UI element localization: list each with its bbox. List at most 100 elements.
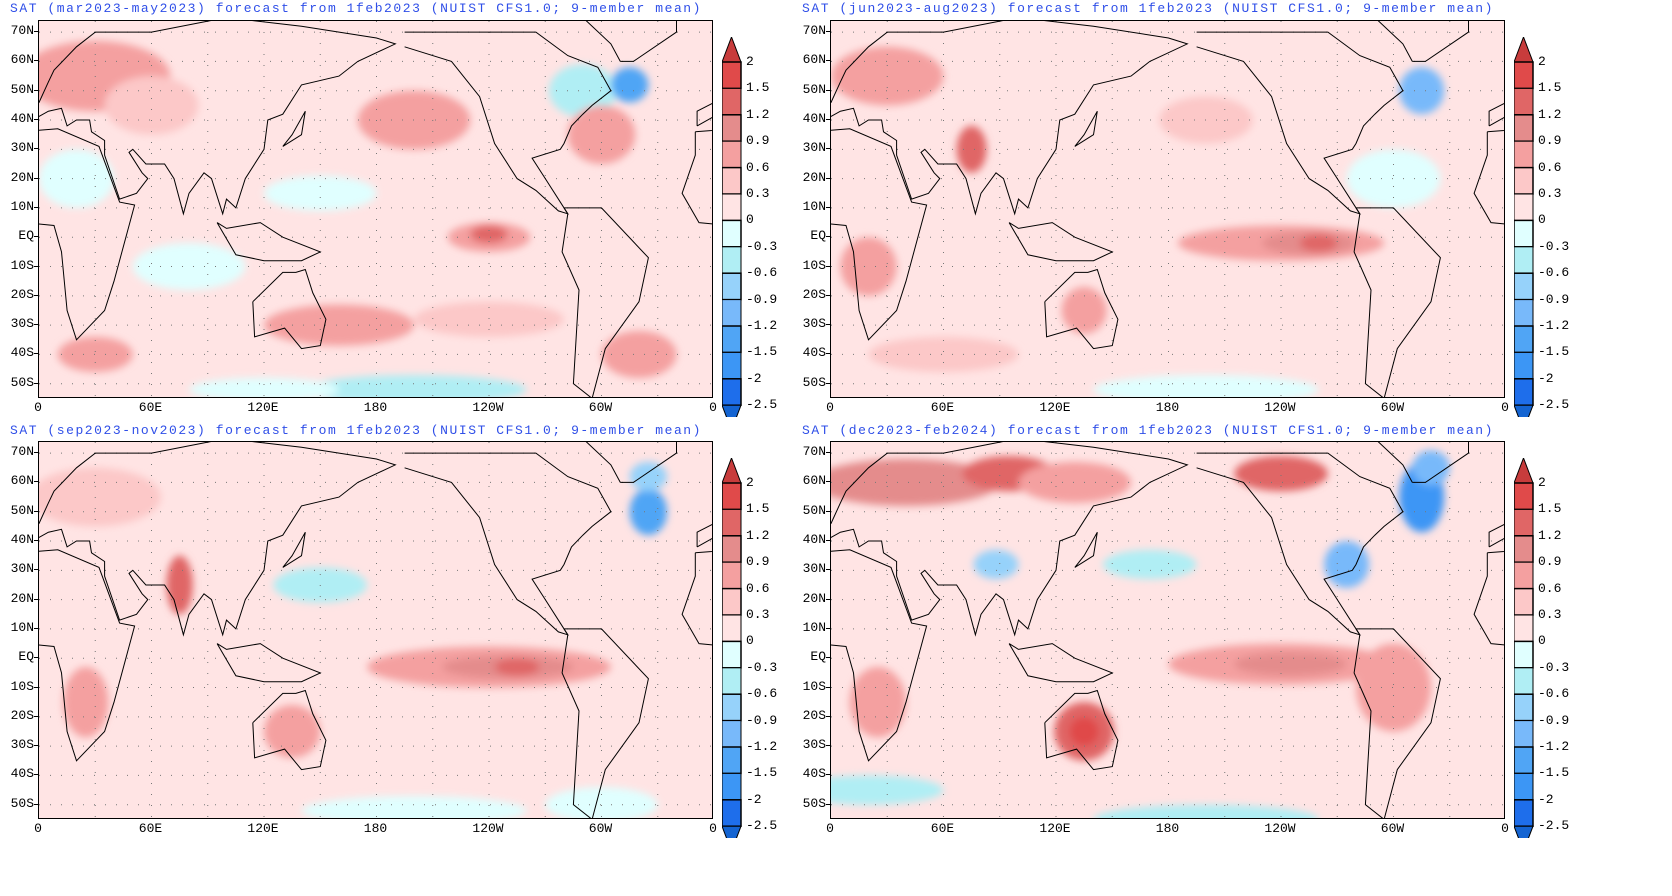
colorbar-label: -0.9 <box>1538 291 1570 307</box>
colorbar-label: -2.5 <box>746 818 778 834</box>
anomaly-region <box>494 658 540 676</box>
temperature-anomaly-map <box>830 20 1505 398</box>
longitude-label: 0 <box>1501 400 1509 415</box>
latitude-tick <box>34 715 38 717</box>
anomaly-region <box>1356 643 1431 732</box>
coastline <box>561 628 649 818</box>
coastline <box>216 222 322 262</box>
latitude-tick <box>826 294 830 296</box>
anomaly-region <box>956 125 987 173</box>
coastline <box>39 442 397 637</box>
coastline <box>1488 102 1504 127</box>
coastline <box>1488 523 1504 548</box>
latitude-label: EQ <box>810 649 826 665</box>
latitude-label: EQ <box>18 228 34 244</box>
colorbar-label: -1.5 <box>746 344 778 360</box>
anomaly-region <box>1093 374 1319 397</box>
colorbar-swatch <box>722 799 742 827</box>
latitude-tick <box>826 206 830 208</box>
latitude-label: 20N <box>10 169 34 185</box>
colorbar-swatch <box>722 772 742 801</box>
latitude-label: 70N <box>802 444 826 460</box>
colorbar-swatch <box>1514 693 1534 722</box>
latitude-tick <box>826 569 830 571</box>
latitude-tick <box>34 324 38 326</box>
colorbar-swatch <box>1514 272 1534 301</box>
coastline <box>696 523 712 548</box>
coastline <box>282 110 306 147</box>
anomaly-region <box>549 64 617 118</box>
colorbar-min-arrow <box>1514 404 1534 417</box>
latitude-label: 40N <box>10 532 34 548</box>
coastline <box>1377 21 1469 62</box>
latitude-tick <box>34 206 38 208</box>
colorbar-label: 1.2 <box>746 106 770 122</box>
anomaly-region <box>1102 549 1197 580</box>
latitude-tick <box>34 119 38 121</box>
latitude-tick <box>34 31 38 33</box>
anomaly-region <box>273 567 368 603</box>
coastline <box>1008 222 1114 262</box>
latitude-label: 10S <box>802 678 826 694</box>
latitude-tick <box>826 540 830 542</box>
colorbar <box>722 37 742 417</box>
longitude-label: 120W <box>472 400 504 415</box>
latitude-tick <box>34 481 38 483</box>
latitude-tick <box>34 236 38 238</box>
latitude-tick <box>826 627 830 629</box>
anomaly-region <box>57 336 133 373</box>
colorbar-label: -2 <box>1538 370 1554 386</box>
colorbar-max-arrow <box>1514 37 1534 63</box>
coastline <box>1044 689 1119 771</box>
colorbar-swatch <box>1514 508 1534 537</box>
colorbar-swatch <box>1514 299 1534 327</box>
anomaly-region <box>1412 450 1450 486</box>
latitude-tick <box>34 452 38 454</box>
anomaly-region <box>1094 804 1318 818</box>
colorbar-swatch <box>1514 140 1534 169</box>
coastline <box>216 643 322 683</box>
colorbar-swatch <box>1514 799 1534 827</box>
latitude-label: 60N <box>802 52 826 68</box>
colorbar-swatch <box>1514 193 1534 221</box>
coastline <box>1353 207 1441 397</box>
longitude-label: 60W <box>1380 821 1405 836</box>
colorbar-swatch <box>722 351 742 380</box>
latitude-tick <box>34 627 38 629</box>
colorbar-swatch <box>722 219 742 248</box>
latitude-label: 50S <box>802 374 826 390</box>
colorbar-label: 0 <box>1538 212 1546 228</box>
anomaly-region <box>545 787 658 818</box>
latitude-tick <box>34 60 38 62</box>
anomaly-region <box>301 374 527 397</box>
latitude-label: 30N <box>802 561 826 577</box>
longitude-label: 0 <box>826 400 834 415</box>
coastline <box>681 550 712 646</box>
colorbar-label: 0.6 <box>746 159 770 175</box>
colorbar-swatch <box>722 272 742 301</box>
colorbar-min-arrow <box>722 404 742 417</box>
colorbar-swatch <box>1514 219 1534 248</box>
longitude-label: 120E <box>1039 821 1071 836</box>
colorbar-swatch <box>722 508 742 537</box>
colorbar-swatch <box>722 720 742 748</box>
colorbar-swatch <box>722 614 742 642</box>
longitude-label: 180 <box>1155 821 1180 836</box>
colorbar-swatch <box>722 114 742 142</box>
latitude-tick <box>826 686 830 688</box>
panel-title: SAT (sep2023-nov2023) forecast from 1feb… <box>10 423 702 438</box>
latitude-label: 50N <box>10 502 34 518</box>
latitude-tick <box>34 294 38 296</box>
latitude-label: 40N <box>802 532 826 548</box>
colorbar-label: 2 <box>746 54 754 69</box>
colorbar-swatch <box>1514 166 1534 195</box>
colorbar-label: -0.6 <box>746 265 778 281</box>
colorbar-swatch <box>722 640 742 669</box>
colorbar-label: 0 <box>1538 633 1546 649</box>
latitude-tick <box>826 598 830 600</box>
longitude-label: 120W <box>1264 821 1296 836</box>
coastline <box>1074 531 1098 568</box>
colorbar-swatch <box>722 193 742 221</box>
latitude-tick <box>826 353 830 355</box>
anomaly-contours <box>39 21 712 397</box>
